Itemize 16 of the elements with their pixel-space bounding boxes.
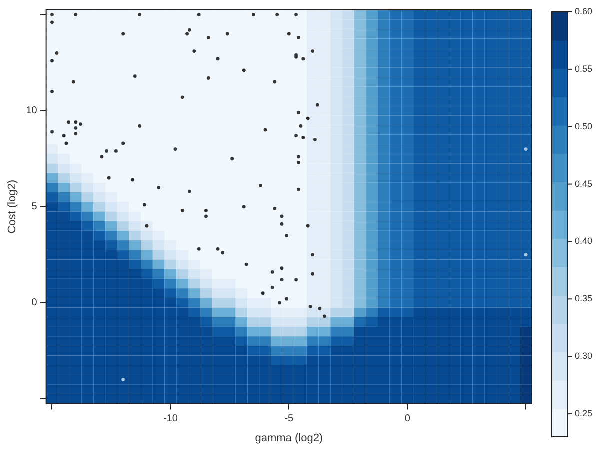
y-tick-label: 5	[32, 202, 38, 213]
color-bar-label: 0.30	[575, 351, 593, 362]
color-bar-label: 0.40	[575, 236, 593, 246]
color-bar-label: 0.35	[575, 294, 593, 304]
x-tick-label: -5	[284, 414, 294, 425]
color-bar-label: 0.55	[575, 64, 593, 74]
color-bar-label: 0.60	[575, 6, 593, 16]
y-tick-label: 10	[26, 106, 38, 117]
color-bar-label: 0.50	[575, 121, 593, 132]
y-tick-label: 0	[32, 298, 38, 309]
x-tick-label: 0	[404, 414, 411, 425]
x-axis-title: gamma (log2)	[255, 432, 324, 444]
color-bar-label: 0.45	[575, 178, 593, 189]
y-axis-title: Cost (log2)	[6, 180, 19, 234]
x-tick-label: -10	[163, 414, 178, 425]
color-bar-label: 0.25	[575, 408, 593, 419]
